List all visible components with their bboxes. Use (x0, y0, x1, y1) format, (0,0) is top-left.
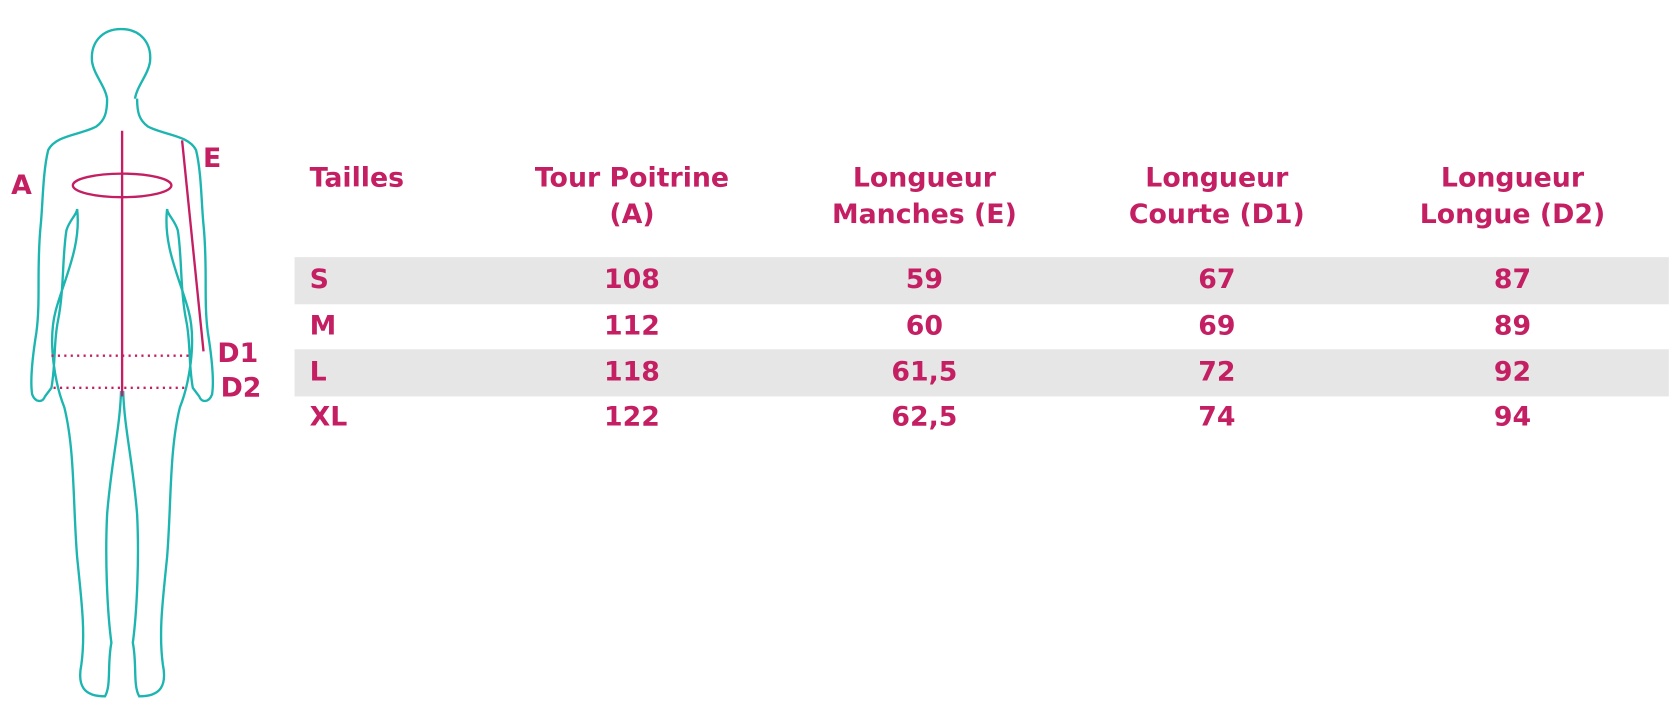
column-header: Longueur (1145, 162, 1289, 193)
cell: 108 (604, 264, 660, 295)
cell: 74 (1198, 401, 1235, 432)
column-header: Courte (D1) (1129, 199, 1305, 230)
head (90, 27, 152, 99)
measure-lines (51, 130, 205, 397)
column-header: Tailles (310, 162, 404, 193)
cell: 89 (1494, 310, 1531, 341)
row-band (294, 349, 1669, 397)
body-half-mirror (122, 98, 215, 698)
cell: 118 (604, 356, 660, 387)
cell: 72 (1198, 356, 1235, 387)
column-header: Longueur (853, 162, 997, 193)
size-label: M (310, 310, 337, 341)
cell: 67 (1198, 264, 1235, 295)
cell: 94 (1494, 401, 1531, 432)
cell: 122 (604, 401, 660, 432)
measure-label: D2 (221, 372, 262, 403)
size-label: XL (310, 401, 348, 432)
size-table: Tailles Tour Poitrine (A) Longueur Manches (… (294, 162, 1669, 432)
column-header: Tour Poitrine (535, 162, 729, 193)
cell: 92 (1494, 356, 1531, 387)
cell: 62,5 (891, 401, 957, 432)
cell: 60 (906, 310, 943, 341)
cell: 112 (604, 310, 660, 341)
chest-line (71, 172, 173, 199)
sleeve-line (180, 140, 205, 352)
measure-label: A (11, 170, 32, 201)
column-header: (A) (609, 199, 654, 230)
row-band (294, 257, 1669, 305)
measure-label: D1 (217, 338, 258, 369)
body-half (30, 98, 123, 698)
cell: 59 (906, 264, 943, 295)
cell: 69 (1198, 310, 1235, 341)
column-header: Longue (D2) (1420, 199, 1606, 230)
column-header: Manches (E) (832, 199, 1017, 230)
column-header: Longueur (1441, 162, 1585, 193)
size-label: L (310, 356, 327, 387)
body-figure (30, 27, 215, 698)
measure-label: E (203, 143, 221, 174)
cell: 87 (1494, 264, 1531, 295)
size-label: S (310, 264, 329, 295)
cell: 61,5 (891, 356, 957, 387)
